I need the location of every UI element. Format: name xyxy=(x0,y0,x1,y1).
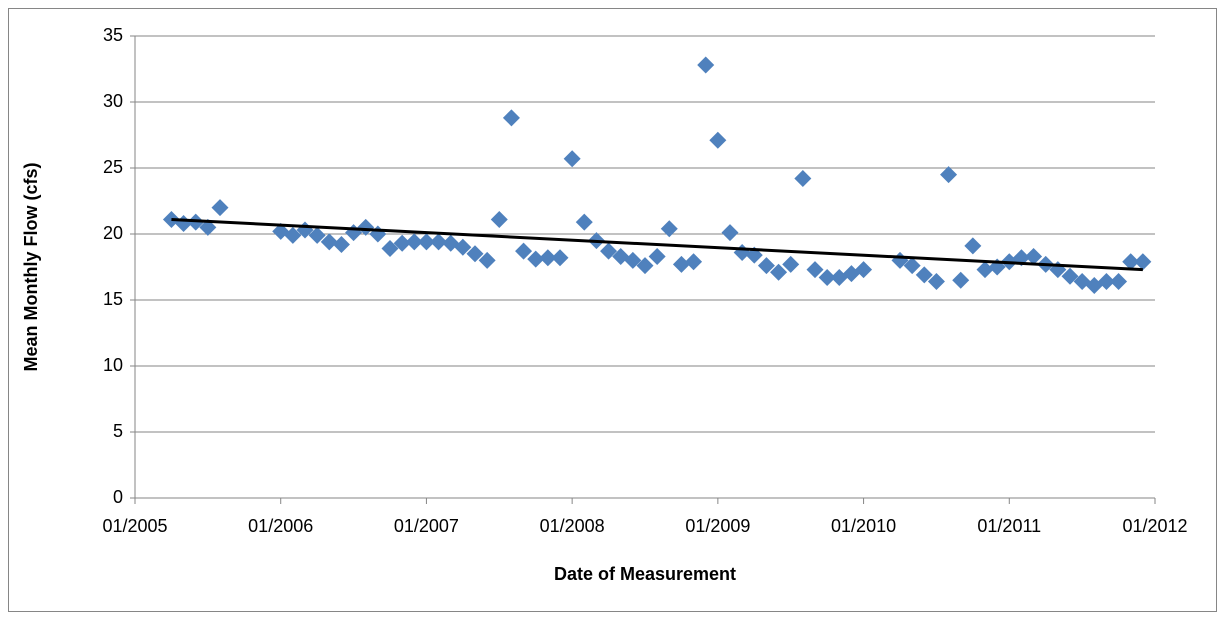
y-tick-label: 5 xyxy=(113,421,123,441)
y-tick-label: 30 xyxy=(103,91,123,111)
marker xyxy=(527,250,545,268)
marker xyxy=(964,237,982,255)
marker xyxy=(284,226,302,244)
marker xyxy=(211,199,229,217)
marker xyxy=(551,249,569,267)
marker xyxy=(357,218,375,236)
marker xyxy=(709,131,727,149)
marker xyxy=(770,263,788,281)
y-tick-label: 10 xyxy=(103,355,123,375)
marker xyxy=(430,233,448,251)
marker xyxy=(952,271,970,289)
marker xyxy=(1061,267,1079,285)
marker xyxy=(636,257,654,275)
marker xyxy=(478,251,496,269)
marker xyxy=(940,166,958,184)
chart-border xyxy=(8,8,1217,612)
x-tick-label: 01/2009 xyxy=(685,516,750,536)
y-tick-label: 15 xyxy=(103,289,123,309)
marker xyxy=(1134,253,1152,271)
marker xyxy=(672,255,690,273)
marker xyxy=(794,170,812,188)
x-tick-label: 01/2012 xyxy=(1122,516,1187,536)
marker xyxy=(697,56,715,74)
x-tick-label: 01/2006 xyxy=(248,516,313,536)
y-axis-title: Mean Monthly Flow (cfs) xyxy=(21,162,41,371)
x-tick-label: 01/2008 xyxy=(540,516,605,536)
marker xyxy=(624,251,642,269)
marker xyxy=(502,109,520,127)
x-axis-title: Date of Measurement xyxy=(554,564,736,584)
marker xyxy=(539,249,557,267)
marker xyxy=(1025,247,1043,265)
marker xyxy=(466,245,484,263)
marker xyxy=(660,220,678,238)
trendline xyxy=(171,217,1143,272)
marker xyxy=(915,266,933,284)
marker xyxy=(903,257,921,275)
marker xyxy=(806,261,824,279)
marker xyxy=(332,236,350,254)
marker xyxy=(393,234,411,252)
marker xyxy=(648,247,666,265)
marker xyxy=(818,269,836,287)
y-tick-label: 20 xyxy=(103,223,123,243)
x-tick-label: 01/2007 xyxy=(394,516,459,536)
marker xyxy=(381,240,399,258)
marker xyxy=(927,273,945,291)
marker xyxy=(320,233,338,251)
x-tick-label: 01/2005 xyxy=(102,516,167,536)
marker xyxy=(454,238,472,256)
y-tick-label: 25 xyxy=(103,157,123,177)
marker xyxy=(1097,273,1115,291)
x-tick-label: 01/2010 xyxy=(831,516,896,536)
marker xyxy=(855,261,873,279)
marker xyxy=(976,261,994,279)
marker xyxy=(721,224,739,242)
marker xyxy=(757,257,775,275)
marker xyxy=(515,242,533,260)
x-tick-label: 01/2011 xyxy=(977,516,1041,536)
y-tick-label: 35 xyxy=(103,25,123,45)
marker xyxy=(199,218,217,236)
marker xyxy=(308,226,326,244)
marker xyxy=(685,253,703,271)
marker xyxy=(417,233,435,251)
marker xyxy=(1110,273,1128,291)
marker xyxy=(405,233,423,251)
marker xyxy=(575,213,593,231)
marker xyxy=(782,255,800,273)
marker xyxy=(490,210,508,228)
y-tick-label: 0 xyxy=(113,487,123,507)
marker xyxy=(563,150,581,168)
marker xyxy=(600,242,618,260)
marker xyxy=(1122,253,1140,271)
